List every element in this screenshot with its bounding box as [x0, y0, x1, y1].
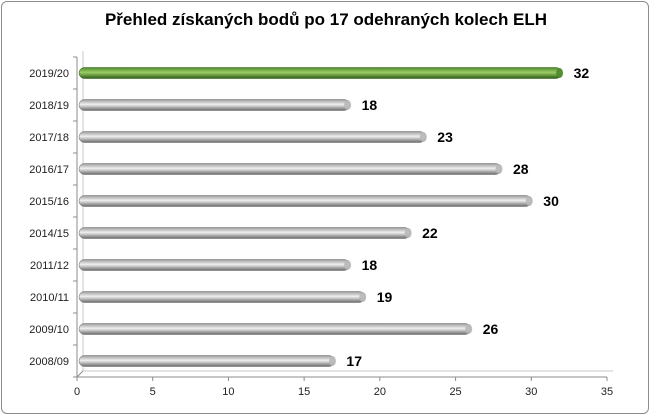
data-label: 18 — [362, 257, 378, 273]
category-label: 2014/15 — [29, 228, 69, 240]
data-label: 26 — [483, 321, 499, 337]
bar — [78, 291, 365, 303]
bar-cap — [359, 292, 367, 302]
bar — [78, 67, 562, 79]
bar-cap — [525, 196, 533, 206]
category-label: 2016/17 — [29, 164, 69, 176]
bar-cap — [419, 132, 427, 142]
x-tick-label: 35 — [601, 386, 613, 398]
bar — [78, 227, 411, 239]
data-label: 32 — [574, 65, 590, 81]
labels: 2019/20 32 2018/19 18 2017/18 23 2016/17 28 2015… — [29, 65, 589, 369]
data-label: 23 — [437, 129, 453, 145]
bar-cap — [344, 100, 352, 110]
category-label: 2008/09 — [29, 356, 69, 368]
bar-cap — [556, 68, 564, 78]
x-tick-label: 15 — [298, 386, 310, 398]
data-label: 18 — [362, 97, 378, 113]
data-label: 22 — [422, 225, 438, 241]
bar — [78, 99, 350, 111]
category-label: 2011/12 — [30, 260, 69, 272]
category-label: 2019/20 — [29, 68, 69, 80]
depth-line — [76, 370, 84, 378]
data-label: 17 — [346, 353, 362, 369]
bar-cap — [328, 356, 336, 366]
axes: 0 5 10 15 20 25 30 35 — [73, 51, 613, 398]
bar — [78, 163, 502, 175]
category-label: 2010/11 — [30, 292, 69, 304]
x-tick-label: 20 — [374, 386, 386, 398]
chart-title: Přehled získaných bodů po 17 odehraných … — [104, 10, 548, 29]
bar-cap — [344, 260, 352, 270]
bar-cap — [465, 324, 473, 334]
bars — [78, 67, 564, 367]
bar — [78, 195, 532, 207]
data-label: 28 — [513, 161, 529, 177]
x-tick-label: 30 — [525, 386, 537, 398]
bar — [78, 131, 426, 143]
x-tick-label: 5 — [150, 386, 156, 398]
bar — [78, 323, 471, 335]
x-tick-label: 25 — [449, 386, 461, 398]
data-label: 19 — [377, 289, 393, 305]
x-tick-label: 0 — [74, 386, 80, 398]
x-tick-label: 10 — [222, 386, 234, 398]
bar — [78, 259, 350, 271]
bar-cap — [404, 228, 412, 238]
category-label: 2018/19 — [29, 100, 69, 112]
data-label: 30 — [543, 193, 559, 209]
category-label: 2017/18 — [29, 132, 69, 144]
category-label: 2009/10 — [29, 324, 69, 336]
bar — [78, 355, 335, 367]
category-label: 2015/16 — [29, 196, 69, 208]
bar-cap — [495, 164, 503, 174]
